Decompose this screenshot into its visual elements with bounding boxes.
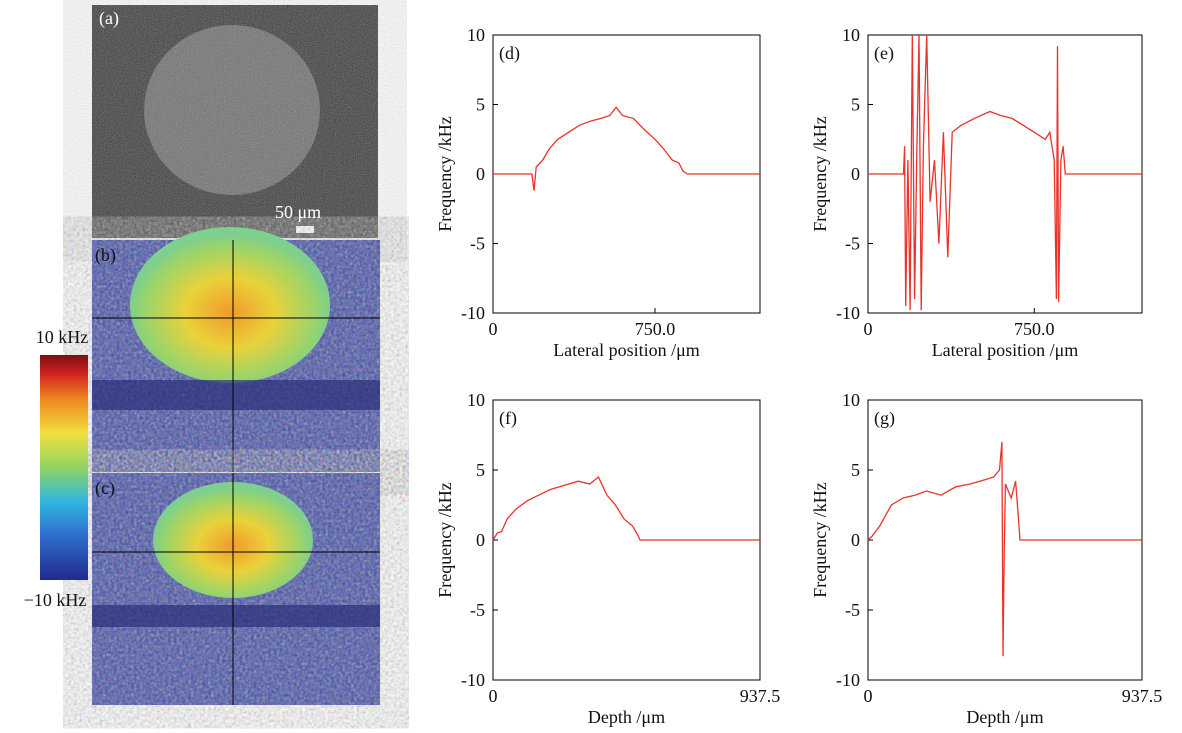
- x-axis-label: Lateral position /μm: [932, 340, 1079, 360]
- data-line: [867, 441, 1142, 657]
- y-axis-label: Frequency /kHz: [435, 482, 455, 597]
- panel-label: (c): [95, 478, 115, 499]
- x-tick-label: 0: [489, 686, 498, 706]
- y-tick-label: -10: [836, 303, 860, 323]
- y-tick-label: 10: [842, 390, 860, 410]
- colorbar-max: 10 kHz: [36, 327, 89, 347]
- panel-label: (e): [874, 43, 894, 64]
- panel-label: (g): [874, 408, 895, 429]
- y-tick-label: 0: [851, 164, 860, 184]
- x-axis-label: Depth /μm: [588, 707, 665, 727]
- y-tick-label: -10: [461, 670, 485, 690]
- x-axis-label: Depth /μm: [966, 707, 1043, 727]
- panel-c: [92, 473, 380, 705]
- data-line: [492, 475, 760, 541]
- y-tick-label: 0: [476, 164, 485, 184]
- panel-a: [92, 5, 378, 238]
- x-tick-label: 0: [489, 319, 498, 339]
- panel-label: (b): [95, 245, 116, 266]
- y-tick-label: 5: [476, 95, 485, 115]
- y-tick-label: 10: [842, 25, 860, 45]
- x-tick-label: 0: [864, 686, 873, 706]
- x-axis-label: Lateral position /μm: [553, 340, 700, 360]
- data-line: [868, 34, 1142, 311]
- y-tick-label: 10: [467, 390, 485, 410]
- y-axis-label: Frequency /kHz: [810, 116, 830, 231]
- colorbar-min: −10 kHz: [24, 590, 87, 610]
- y-tick-label: 10: [467, 25, 485, 45]
- x-tick-label: 750.0: [1014, 319, 1055, 339]
- scale-bar-label: 50 μm: [275, 202, 321, 222]
- y-tick-label: -5: [470, 600, 485, 620]
- y-tick-label: -5: [845, 600, 860, 620]
- y-axis-label: Frequency /kHz: [810, 482, 830, 597]
- panel-b: [92, 227, 380, 472]
- y-tick-label: -10: [836, 670, 860, 690]
- x-tick-label: 937.5: [1122, 686, 1163, 706]
- panel-label: (f): [499, 408, 517, 429]
- x-tick-label: 0: [864, 319, 873, 339]
- colorbar: [40, 355, 88, 580]
- panel-label: (a): [99, 8, 119, 29]
- y-axis-label: Frequency /kHz: [435, 116, 455, 231]
- y-tick-label: -5: [470, 234, 485, 254]
- panel-label: (d): [499, 43, 520, 64]
- y-tick-label: 5: [476, 460, 485, 480]
- y-tick-label: 5: [851, 95, 860, 115]
- y-tick-label: -10: [461, 303, 485, 323]
- x-tick-label: 750.0: [635, 319, 676, 339]
- y-tick-label: -5: [845, 234, 860, 254]
- data-line: [493, 106, 760, 191]
- y-tick-label: 5: [851, 460, 860, 480]
- x-tick-label: 937.5: [740, 686, 781, 706]
- y-tick-label: 0: [476, 530, 485, 550]
- y-tick-label: 0: [851, 530, 860, 550]
